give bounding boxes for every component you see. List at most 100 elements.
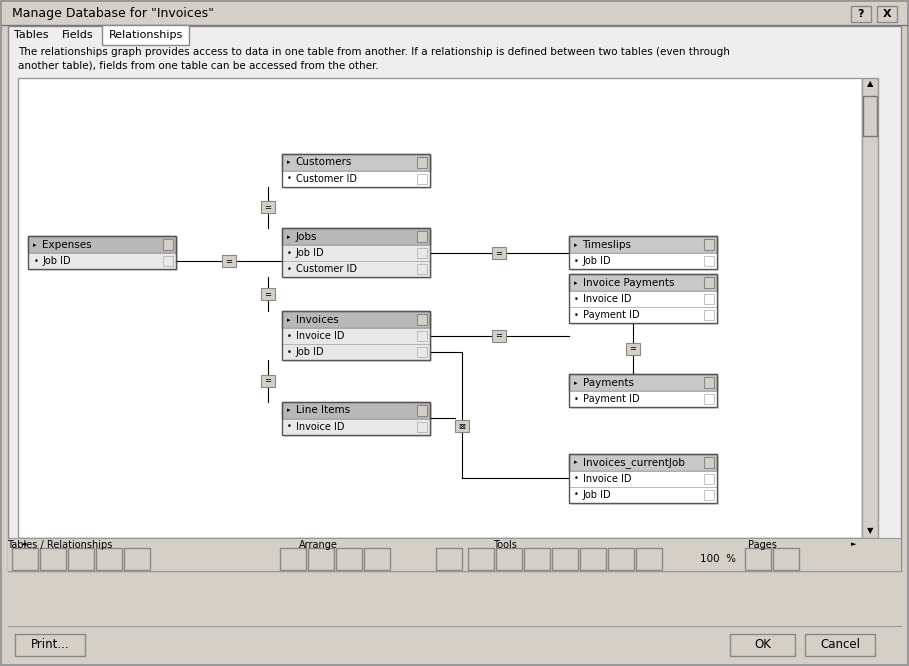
Bar	[28, 253, 176, 269]
Text: Invoice ID: Invoice ID	[295, 422, 345, 432]
Bar	[10, 26, 53, 44]
Text: ▸: ▸	[286, 316, 290, 322]
Bar	[568, 291, 716, 307]
Bar	[284, 230, 432, 279]
Text: ▲: ▲	[867, 79, 874, 89]
Text: another table), fields from one table can be accessed from the other.: another table), fields from one table ca…	[18, 60, 379, 70]
Bar	[863, 96, 877, 136]
Bar	[568, 374, 716, 408]
Text: Tools: Tools	[493, 540, 517, 550]
Text: •: •	[286, 249, 292, 258]
Text: ▼: ▼	[867, 527, 874, 535]
Bar	[704, 394, 714, 404]
Bar	[282, 328, 430, 344]
Bar	[704, 490, 714, 500]
Text: •: •	[286, 174, 292, 183]
Text: Pages: Pages	[747, 540, 776, 550]
Bar	[568, 487, 716, 503]
Bar	[636, 548, 662, 570]
Text: X: X	[883, 9, 892, 19]
Text: Invoice ID: Invoice ID	[583, 294, 631, 304]
Bar	[96, 548, 122, 570]
Bar	[568, 454, 716, 471]
Bar	[436, 548, 462, 570]
Bar	[124, 548, 150, 570]
Bar	[492, 330, 506, 342]
Text: Fields: Fields	[62, 30, 94, 40]
Bar	[30, 238, 178, 271]
Bar	[568, 253, 716, 269]
Bar	[282, 170, 430, 186]
Text: Customer ID: Customer ID	[295, 174, 356, 184]
Text: ◄: ◄	[21, 541, 26, 547]
Text: •: •	[286, 422, 292, 432]
Bar	[704, 474, 714, 484]
Bar	[704, 378, 714, 388]
Bar	[416, 422, 426, 432]
Text: Line Items: Line Items	[295, 406, 350, 416]
Bar	[28, 236, 176, 253]
Bar	[568, 454, 716, 503]
Bar	[55, 26, 100, 44]
Bar	[416, 405, 426, 416]
Text: Print...: Print...	[31, 639, 69, 651]
Bar	[704, 310, 714, 320]
Bar	[18, 78, 862, 538]
Bar	[773, 548, 799, 570]
Bar	[222, 255, 236, 267]
Text: Relationships: Relationships	[108, 30, 183, 40]
Bar	[704, 256, 714, 266]
Text: Invoice ID: Invoice ID	[583, 474, 631, 484]
Bar	[8, 26, 901, 571]
Bar	[851, 6, 871, 22]
Bar	[571, 238, 718, 271]
Bar	[282, 153, 430, 186]
Bar	[102, 25, 189, 45]
Bar	[15, 634, 85, 656]
Text: •: •	[574, 257, 578, 266]
Text: Customer ID: Customer ID	[295, 264, 356, 274]
Text: ▸: ▸	[574, 380, 577, 386]
Bar	[704, 277, 714, 288]
Bar	[568, 236, 716, 269]
Text: Job ID: Job ID	[295, 347, 325, 357]
Bar	[608, 548, 634, 570]
Bar	[261, 288, 275, 300]
Bar	[468, 548, 494, 570]
Bar	[704, 294, 714, 304]
Text: Arrange: Arrange	[298, 540, 337, 550]
Bar	[2, 2, 907, 25]
Text: Tables: Tables	[15, 30, 49, 40]
Text: ▸: ▸	[286, 408, 290, 414]
Bar	[12, 548, 38, 570]
Text: ▸: ▸	[574, 242, 577, 248]
Text: Payments: Payments	[583, 378, 634, 388]
Text: ▸: ▸	[574, 280, 577, 286]
Bar	[280, 548, 306, 570]
Bar	[282, 245, 430, 261]
Bar	[862, 78, 878, 538]
Bar	[282, 311, 430, 328]
Text: ▸: ▸	[34, 242, 37, 248]
Bar	[492, 247, 506, 259]
Bar	[282, 311, 430, 360]
Text: Job ID: Job ID	[295, 248, 325, 258]
Bar	[282, 402, 430, 435]
Bar	[568, 274, 716, 323]
Text: ►: ►	[852, 541, 856, 547]
Bar	[524, 548, 550, 570]
Bar	[416, 174, 426, 184]
Bar	[571, 376, 718, 410]
Text: =: =	[495, 332, 503, 340]
Text: Payment ID: Payment ID	[583, 310, 639, 320]
Bar	[571, 456, 718, 505]
Bar	[282, 153, 430, 170]
Text: Invoice Payments: Invoice Payments	[583, 278, 674, 288]
Text: =: =	[225, 257, 233, 266]
Bar	[282, 228, 430, 277]
Bar	[28, 236, 176, 269]
Text: Invoices: Invoices	[295, 314, 338, 324]
Bar	[308, 548, 334, 570]
Text: Job ID: Job ID	[583, 256, 611, 266]
Text: ▸: ▸	[286, 159, 290, 165]
